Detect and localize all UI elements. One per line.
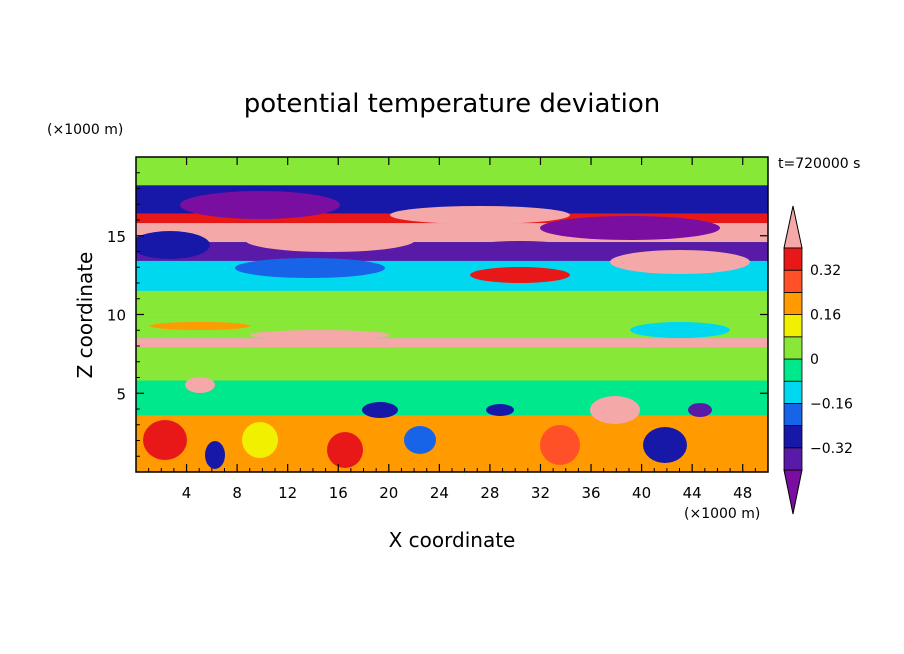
colorbar-segment	[783, 291, 803, 315]
colorbar-segment	[783, 402, 803, 426]
feature-blob	[390, 206, 570, 224]
x-tick-label: 36	[581, 484, 600, 502]
colorbar-segment	[783, 247, 803, 271]
colorbar-label: 0.32	[810, 263, 841, 279]
x-tick-label: 8	[232, 484, 242, 502]
feature-blob	[205, 441, 225, 469]
x-tick-label: 16	[329, 484, 348, 502]
feature-blob	[590, 396, 640, 424]
field-bands	[136, 157, 768, 472]
x-tick-label: 32	[531, 484, 550, 502]
feature-blob	[136, 231, 210, 259]
y-axis-label: Z coordinate	[73, 252, 97, 379]
feature-blob	[250, 330, 390, 340]
x-tick-label: 12	[278, 484, 297, 502]
x-tick-label: 20	[379, 484, 398, 502]
colorbar-segment	[783, 358, 803, 382]
feature-blob	[630, 322, 730, 338]
x-tick-label: 44	[683, 484, 702, 502]
x-tick-label: 40	[632, 484, 651, 502]
feature-blob	[242, 422, 278, 458]
field-band	[136, 290, 768, 318]
y-tick-label: 5	[116, 385, 126, 403]
feature-blob	[540, 425, 580, 465]
x-tick-label: 48	[733, 484, 752, 502]
field-band	[136, 338, 768, 348]
y-axis: 5 10 15	[107, 172, 768, 457]
feature-blob	[460, 241, 580, 259]
x-tick-label: 4	[182, 484, 192, 502]
feature-blob	[470, 267, 570, 283]
chart-title: potential temperature deviation	[244, 89, 660, 119]
feature-blob	[710, 441, 750, 469]
feature-blob	[185, 377, 215, 393]
colorbar-min-arrow	[783, 469, 803, 515]
feature-blob	[540, 216, 720, 240]
colorbar-segment	[783, 314, 803, 338]
feature-blob	[486, 404, 514, 416]
colorbar-segment	[783, 380, 803, 404]
x-unit-label: (×1000 m)	[684, 506, 760, 522]
feature-blob	[235, 258, 385, 278]
x-axis-label: X coordinate	[389, 528, 516, 552]
feature-blob	[327, 432, 363, 468]
colorbar-label: −0.32	[810, 441, 853, 457]
feature-blob	[143, 420, 187, 460]
feature-blob	[466, 430, 494, 470]
feature-blob	[150, 322, 250, 330]
plot-area	[136, 157, 768, 472]
x-tick-label: 28	[480, 484, 499, 502]
colorbar-segment	[783, 447, 803, 471]
feature-blob	[180, 191, 340, 219]
field-band	[136, 347, 768, 381]
time-label: t=720000 s	[778, 156, 860, 172]
colorbar-label: 0.16	[810, 308, 841, 324]
feature-blob	[500, 353, 620, 367]
x-tick-label: 24	[430, 484, 449, 502]
colorbar: 0.32 0.16 0 −0.16 −0.32	[783, 205, 853, 515]
colorbar-label: −0.16	[810, 396, 853, 412]
feature-blob	[404, 426, 436, 454]
feature-blob	[610, 250, 750, 274]
field-features	[136, 191, 750, 470]
x-axis: 4 8 12 16 20 24 28 32 36 40 44 48	[148, 157, 756, 502]
colorbar-segment	[783, 425, 803, 449]
feature-blob	[245, 228, 415, 252]
y-tick-label: 10	[107, 307, 126, 325]
y-unit-label: (×1000 m)	[47, 122, 123, 138]
feature-blob	[643, 427, 687, 463]
feature-blob	[362, 402, 398, 418]
field-band	[136, 380, 768, 416]
field-band	[136, 157, 768, 186]
feature-blob	[688, 403, 712, 417]
colorbar-segment	[783, 269, 803, 293]
colorbar-label: 0	[810, 352, 819, 368]
y-tick-label: 15	[107, 228, 126, 246]
colorbar-segment	[783, 336, 803, 360]
colorbar-max-arrow	[783, 205, 803, 249]
